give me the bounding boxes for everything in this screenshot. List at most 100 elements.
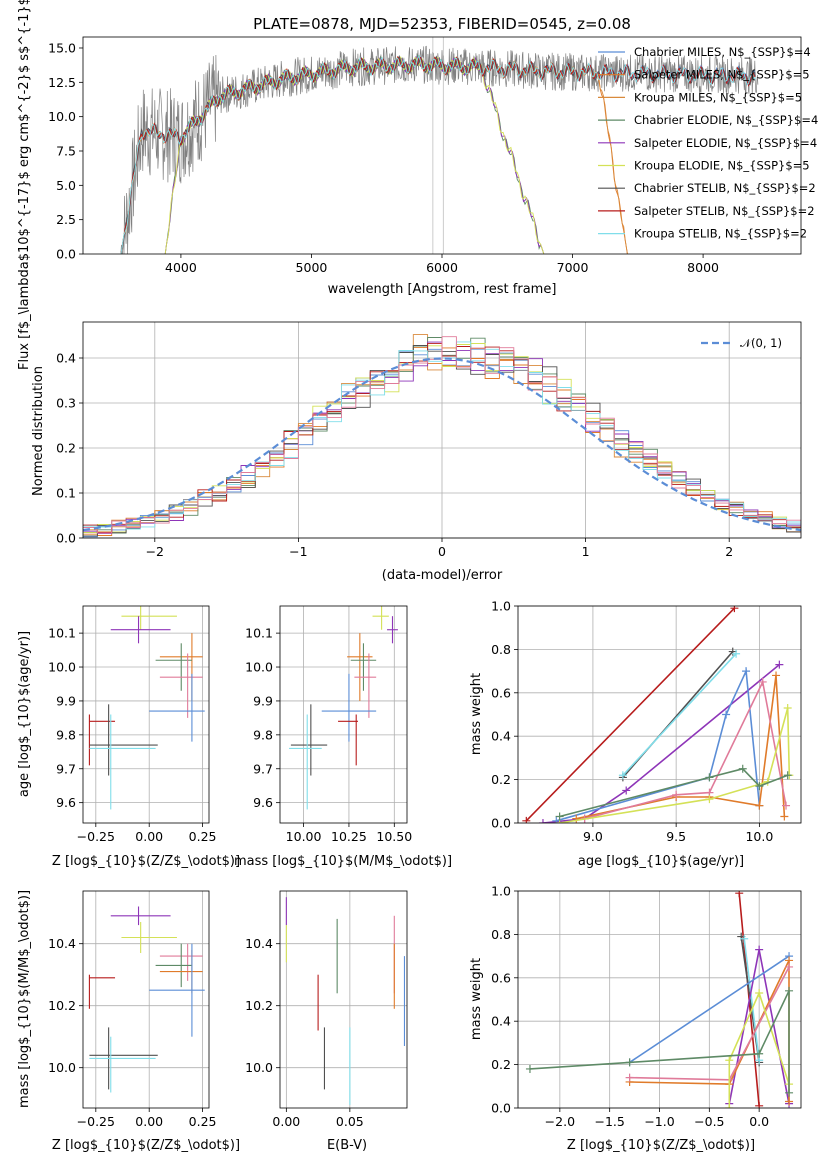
model-spectrum-line: [120, 55, 628, 254]
errorbar-point: [89, 1036, 156, 1093]
marks: [289, 606, 398, 810]
x-tick-label: 0.0: [749, 1114, 769, 1129]
errorbar-point: [121, 606, 177, 630]
weight-point-marker: [785, 962, 794, 971]
weight-point-marker: [785, 1088, 794, 1097]
x-tick-label: 2: [725, 544, 733, 559]
spectrum-title: PLATE=0878, MJD=52353, FIBERID=0545, z=0…: [253, 15, 631, 33]
y-tick-label: 0.2: [491, 1057, 511, 1072]
weight-series-line: [525, 607, 735, 822]
plot-area: [83, 606, 209, 823]
y-tick-label: 0.4: [491, 729, 511, 744]
z-mass-xlabel: Z [log$_{10}$(Z/Z$_\odot$)]: [52, 1138, 240, 1153]
marks: [525, 891, 794, 1108]
z-age-xlabel: Z [log$_{10}$(Z/Z$_\odot$)]: [52, 854, 240, 869]
x-tick-label: 8000: [687, 260, 719, 275]
x-tick-label: −1.5: [594, 1114, 624, 1129]
axes-frame: [82, 36, 802, 255]
hist-xlabel: (data-model)/error: [382, 568, 503, 583]
weight-point-marker: [755, 945, 764, 954]
errorbar-point: [88, 974, 116, 1009]
y-tick-label: 12.5: [48, 75, 76, 90]
x-tick-label: 4000: [165, 260, 197, 275]
x-tick-label: −1.0: [644, 1114, 674, 1129]
y-tick-label: 10.0: [48, 1060, 76, 1075]
y-tick-label: 9.6: [56, 795, 76, 810]
x-tick-label: 1: [582, 544, 590, 559]
errorbar-point: [149, 673, 205, 742]
weight-point-marker: [722, 710, 731, 719]
histogram-steps: [83, 336, 801, 535]
y-tick-label: 10.2: [48, 998, 76, 1013]
y-tick-label: 0.6: [491, 685, 511, 700]
legend-label: 𝒩(0, 1): [740, 336, 782, 350]
weight-point-marker: [785, 1097, 794, 1106]
weight-point-marker: [672, 790, 681, 799]
observed-spectrum-line: [120, 45, 759, 254]
spectrum-xlabel: wavelength [Angstrom, rest frame]: [328, 282, 557, 297]
errorbar-point: [89, 714, 156, 810]
y-tick-label: 9.7: [253, 761, 273, 776]
y-tick-label: 1.0: [491, 884, 511, 899]
y-tick-label: 0.2: [56, 441, 76, 456]
x-tick-label: 9.0: [583, 829, 603, 844]
legend-label: Chabrier MILES, N$_{SSP}$=4: [634, 45, 811, 59]
model-spectrum-line: [120, 55, 628, 254]
axes-frame: [517, 890, 802, 1109]
weight-point-marker: [783, 703, 792, 712]
errorbar-point: [89, 704, 158, 776]
plot-area: [280, 606, 407, 823]
age-weight-xlabel: age [log$_{10}$(age/yr)]: [578, 854, 744, 869]
legend-label: Kroupa STELIB, N$_{SSP}$=2: [634, 227, 807, 241]
weight-point-marker: [783, 771, 792, 780]
weight-point-marker: [775, 660, 784, 669]
errorbar-point: [155, 643, 192, 691]
errorbar-point: [347, 633, 373, 701]
weight-point-marker: [730, 606, 739, 613]
legend: 𝒩(0, 1): [701, 336, 782, 350]
z-age-ylabel: age [log$_{10}$(age/yr)]: [17, 631, 32, 797]
y-tick-label: 2.5: [56, 212, 76, 227]
x-tick-label: 9.5: [666, 829, 686, 844]
x-tick-label: −0.25: [77, 1114, 115, 1129]
weight-point-marker: [758, 677, 767, 686]
axes-frame: [82, 890, 210, 1109]
x-tick-label: 7000: [557, 260, 589, 275]
weight-point-marker: [705, 795, 714, 804]
weight-series-line: [728, 990, 790, 1108]
weight-point-marker: [572, 814, 581, 823]
x-tick-label: 6000: [426, 260, 458, 275]
errorbar-point: [159, 653, 203, 718]
weight-point-marker: [725, 1104, 734, 1108]
model-spectrum-line: [120, 56, 756, 254]
weight-point-marker: [522, 816, 531, 823]
weight-point-marker: [755, 801, 764, 810]
y-tick-label: 10.0: [48, 660, 76, 675]
legend-label: Salpeter ELODIE, N$_{SSP}$=4: [634, 136, 817, 150]
x-tick-label: −2.0: [545, 1114, 575, 1129]
weight-point-marker: [625, 1058, 634, 1067]
errorbar-point: [372, 606, 389, 630]
x-tick-label: 0.25: [189, 829, 217, 844]
y-tick-label: 0.0: [56, 531, 76, 546]
legend-label: Chabrier ELODIE, N$_{SSP}$=4: [634, 113, 818, 127]
residual-histogram-panel: (data-model)/error Normed distribution −…: [31, 321, 802, 583]
y-tick-label: 9.7: [56, 761, 76, 776]
weight-point-marker: [738, 764, 747, 773]
plot-area: [83, 891, 209, 1108]
weight-point-marker: [755, 988, 764, 997]
marks: [285, 897, 406, 1105]
x-tick-label: 10.25: [331, 829, 367, 844]
weight-point-marker: [618, 771, 627, 780]
errorbar-point: [110, 616, 171, 644]
marks: [88, 606, 205, 810]
y-tick-label: 0.1: [56, 486, 76, 501]
x-tick-label: −2: [146, 544, 164, 559]
legend: Chabrier MILES, N$_{SSP}$=4 Salpeter MILE…: [598, 45, 818, 241]
x-tick-label: 0.05: [336, 1114, 364, 1129]
mass-age-panel: mass [log$_{10}$(M/M$_\odot$)] 10.00 10.2…: [234, 605, 452, 869]
x-tick-label: 0: [438, 544, 446, 559]
x-tick-label: −0.5: [694, 1114, 724, 1129]
y-tick-label: 10.1: [245, 626, 273, 641]
